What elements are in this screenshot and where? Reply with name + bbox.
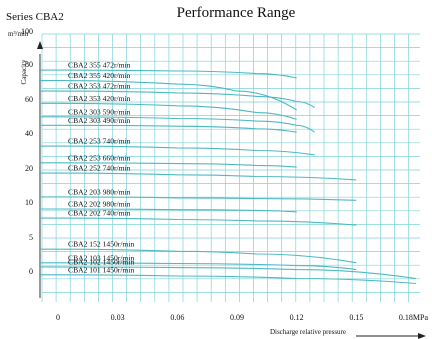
y-tick-label: 100 (21, 27, 33, 36)
y-tick-label: 0 (29, 267, 33, 276)
y-tick-label: 20 (25, 164, 33, 173)
y-tick-label: 80 (25, 60, 33, 69)
series-curve (40, 116, 315, 133)
series-label: CBA2 101 1450r/min (68, 265, 134, 274)
series-label: CBA2 353 472r/min (68, 82, 131, 91)
series-label: CBA2 103 1450r/min (68, 253, 134, 262)
y-tick-label: 10 (25, 198, 33, 207)
axis-layer: 100 80 60 40 20 10 5 0 0 0.03 0.06 0.09 0.12 0.15 (21, 27, 426, 339)
series-label: CBA2 353 420r/min (68, 94, 131, 103)
series-label: CBA2 355 420r/min (68, 71, 131, 80)
series-name: Series CBA2 (6, 11, 64, 23)
x-tick-label: 0 (56, 313, 60, 322)
series-curve (40, 69, 297, 79)
series-curve (40, 162, 297, 168)
series-curve (40, 172, 357, 181)
x-axis-arrow-icon (418, 333, 426, 339)
series-label: CBA2 253 740r/min (68, 137, 131, 146)
x-tick-label: 0.12 (290, 313, 304, 322)
series-curve (40, 208, 297, 213)
curve-layer (40, 69, 417, 285)
y-axis-label: Capacity (20, 59, 28, 84)
y-tick-label: 40 (25, 129, 33, 138)
series-label: CBA2 152 1450r/min (68, 240, 134, 249)
x-tick-label: 0.09 (230, 313, 244, 322)
series-label: CBA2 252 740r/min (68, 164, 131, 173)
series-curve (40, 90, 315, 108)
y-tick-label: 5 (29, 233, 33, 242)
series-curve (40, 196, 357, 201)
series-label: CBA2 303 590r/min (68, 107, 131, 116)
y-unit-label: m³/min (8, 30, 29, 38)
x-tick-label: 0.15 (349, 313, 363, 322)
x-tick-label: 0.06 (170, 313, 184, 322)
x-axis-label: Discharge relative pressure (270, 328, 346, 336)
series-label: CBA2 202 740r/min (68, 209, 131, 218)
x-tick-label: 0.03 (111, 313, 125, 322)
series-curve (40, 102, 297, 120)
y-tick-label: 60 (25, 95, 33, 104)
series-label: CBA2 303 490r/min (68, 116, 131, 125)
series-curve (40, 217, 357, 226)
grid-layer (41, 33, 420, 302)
series-label: CBA2 253 660r/min (68, 153, 131, 162)
series-curve (40, 262, 357, 271)
series-curve (40, 248, 357, 264)
series-label: CBA2 202 980r/min (68, 200, 131, 209)
chart-title: Performance Range (177, 5, 296, 21)
series-curve (40, 80, 297, 111)
x-unit-label: 0.18MPa (399, 313, 429, 322)
series-curve (40, 124, 297, 133)
series-label: CBA2 203 980r/min (68, 187, 131, 196)
series-curve (40, 266, 417, 280)
series-label: CBA2 355 472r/min (68, 61, 131, 70)
y-axis-arrow-icon (37, 41, 43, 49)
series-label: CBA2 102 1450r/min (68, 257, 134, 266)
series-curve (40, 274, 417, 285)
series-curve (40, 145, 315, 156)
